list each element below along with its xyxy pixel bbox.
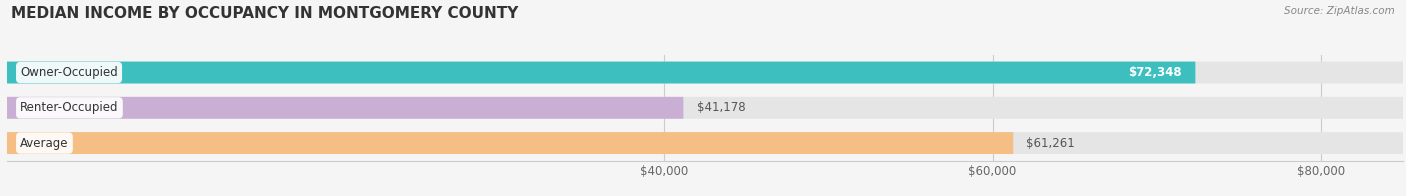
Text: Renter-Occupied: Renter-Occupied bbox=[20, 101, 118, 114]
FancyBboxPatch shape bbox=[7, 132, 1403, 154]
FancyBboxPatch shape bbox=[7, 132, 1014, 154]
FancyBboxPatch shape bbox=[7, 62, 1403, 83]
FancyBboxPatch shape bbox=[7, 97, 1403, 119]
Text: $61,261: $61,261 bbox=[1026, 137, 1076, 150]
Text: Source: ZipAtlas.com: Source: ZipAtlas.com bbox=[1284, 6, 1395, 16]
FancyBboxPatch shape bbox=[7, 97, 683, 119]
Text: $41,178: $41,178 bbox=[696, 101, 745, 114]
Text: $72,348: $72,348 bbox=[1129, 66, 1182, 79]
Text: MEDIAN INCOME BY OCCUPANCY IN MONTGOMERY COUNTY: MEDIAN INCOME BY OCCUPANCY IN MONTGOMERY… bbox=[11, 6, 519, 21]
Text: Average: Average bbox=[20, 137, 69, 150]
FancyBboxPatch shape bbox=[7, 62, 1195, 83]
Text: Owner-Occupied: Owner-Occupied bbox=[20, 66, 118, 79]
